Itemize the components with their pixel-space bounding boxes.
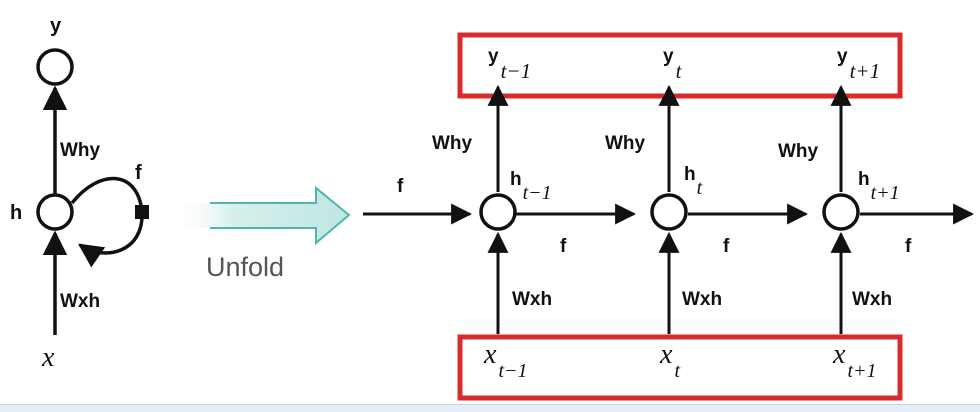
- step1-y-label: yt−1: [488, 46, 531, 83]
- folded-h-label: h: [10, 202, 22, 224]
- step2-f-label: f: [723, 236, 730, 257]
- step2-y-label: yt: [663, 46, 683, 83]
- unfolded-rnn: f yt−1 Why ht−1 Wxh xt−1 f yt Why ht: [363, 32, 975, 401]
- step3-y-label: yt+1: [837, 46, 880, 83]
- step-t: yt Why ht Wxh xt f: [605, 46, 809, 382]
- unfold-arrow-body: [170, 188, 349, 243]
- folded-wxh-label: Wxh: [60, 291, 100, 312]
- step3-x-label: xt+1: [832, 339, 877, 382]
- initial-f-label: f: [397, 176, 404, 197]
- step2-wxh-label: Wxh: [682, 289, 722, 310]
- folded-output-node: [36, 48, 74, 86]
- folded-delay-square: [135, 205, 149, 219]
- step2-h-label: ht: [684, 164, 703, 199]
- inputs-highlight-box: [457, 334, 903, 401]
- unfold-arrow-outline: [210, 185, 351, 246]
- folded-x-label: x: [41, 342, 55, 373]
- step-t-plus-1: yt+1 Why ht+1 Wxh xt+1 f: [778, 46, 975, 382]
- outputs-highlight-box: [457, 32, 903, 99]
- step1-wxh-label: Wxh: [512, 289, 552, 310]
- step3-wxh-label: Wxh: [852, 289, 892, 310]
- bottom-edge-bar: [0, 404, 980, 412]
- folded-y-label: y: [50, 15, 62, 37]
- unfold-label: Unfold: [206, 252, 284, 282]
- step2-hidden-node: [650, 193, 688, 231]
- step3-why-label: Why: [778, 141, 819, 162]
- folded-hidden-node: [36, 193, 74, 231]
- step2-x-label: xt: [659, 339, 680, 382]
- step3-h-label: ht+1: [858, 169, 900, 204]
- step1-why-label: Why: [432, 133, 473, 154]
- step1-hidden-node: [479, 193, 517, 231]
- unfold-arrow: Unfold: [170, 185, 351, 282]
- step1-h-label: ht−1: [510, 169, 552, 204]
- step3-f-label: f: [905, 236, 912, 257]
- step2-why-label: Why: [605, 133, 646, 154]
- folded-f-label: f: [135, 162, 142, 184]
- step-t-minus-1: yt−1 Why ht−1 Wxh xt−1 f: [432, 46, 637, 382]
- folded-rnn: y Why h f Wxh x: [10, 15, 149, 373]
- folded-recurrent-loop: [70, 176, 144, 268]
- step1-x-label: xt−1: [483, 339, 528, 382]
- step3-hidden-node: [822, 193, 860, 231]
- step1-f-label: f: [560, 236, 567, 257]
- folded-why-label: Why: [60, 140, 101, 161]
